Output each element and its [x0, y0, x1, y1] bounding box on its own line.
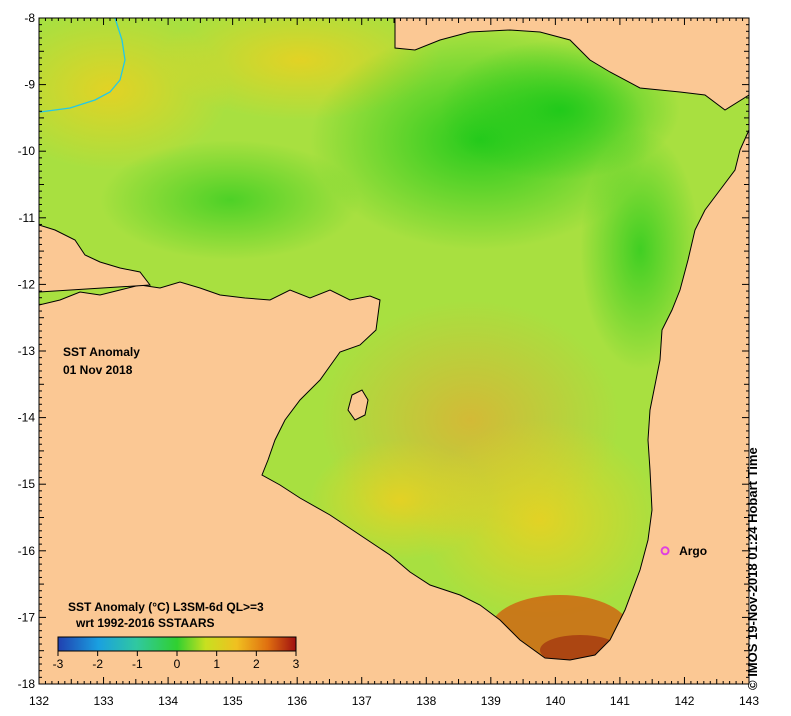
lon-tick-label: 134 — [158, 694, 178, 708]
lat-tick-labels: -8 -9 -10 -11 -12 -13 -14 -15 -16 -17 -18 — [18, 11, 36, 691]
lat-tick-label: -17 — [18, 610, 36, 624]
lon-tick-label: 142 — [674, 694, 694, 708]
argo-label: Argo — [679, 544, 707, 558]
lon-tick-label: 139 — [481, 694, 501, 708]
lat-tick-label: -8 — [24, 11, 35, 25]
lat-tick-label: -10 — [18, 144, 36, 158]
lon-tick-label: 133 — [94, 694, 114, 708]
colorbar-subtitle: wrt 1992-2016 SSTAARS — [75, 616, 215, 630]
colorbar-ramp — [57, 636, 297, 652]
lon-tick-label: 136 — [287, 694, 307, 708]
lat-tick-label: -18 — [18, 677, 36, 691]
land-new-guinea — [394, 18, 749, 111]
lon-tick-labels: 132 133 134 135 136 137 138 139 140 141 142 143 — [29, 694, 759, 708]
river — [39, 18, 126, 113]
colorbar: SST Anomaly (°C) L3SM-6d QL>=3 wrt 1992-… — [53, 600, 300, 671]
credit-text: © IMOS 19-Nov-2018 01:24 Hobart Time — [745, 447, 760, 690]
colorbar-ticks: -3 -2 -1 0 1 2 3 — [53, 651, 300, 671]
map-field — [39, 18, 749, 684]
axis-ticks — [38, 17, 750, 685]
colorbar-tick-label: 1 — [213, 657, 220, 671]
colorbar-tick-label: -3 — [53, 657, 64, 671]
colorbar-tick-label: 0 — [174, 657, 181, 671]
lat-tick-label: -9 — [24, 78, 35, 92]
lon-tick-label: 135 — [223, 694, 243, 708]
lat-tick-label: -11 — [19, 211, 36, 225]
map-title: SST Anomaly — [63, 345, 140, 359]
lat-tick-label: -13 — [18, 344, 36, 358]
map-date: 01 Nov 2018 — [63, 363, 133, 377]
argo-marker[interactable] — [660, 546, 670, 556]
colorbar-tick-label: 3 — [293, 657, 300, 671]
lon-tick-label: 132 — [29, 694, 49, 708]
lon-tick-label: 143 — [739, 694, 759, 708]
lat-tick-label: -12 — [18, 277, 36, 291]
lon-tick-label: 137 — [352, 694, 372, 708]
land-groote-eylandt — [347, 389, 369, 421]
colorbar-tick-label: -1 — [132, 657, 143, 671]
land-australia — [39, 129, 749, 684]
land — [39, 18, 749, 684]
lat-tick-label: -14 — [18, 411, 36, 425]
lat-tick-label: -16 — [18, 544, 36, 558]
lon-tick-label: 141 — [610, 694, 630, 708]
lon-tick-label: 140 — [545, 694, 565, 708]
lon-tick-label: 138 — [416, 694, 436, 708]
land-islands-west — [39, 224, 151, 293]
colorbar-tick-label: 2 — [253, 657, 260, 671]
lat-tick-label: -15 — [18, 477, 36, 491]
colorbar-title: SST Anomaly (°C) L3SM-6d QL>=3 — [68, 600, 264, 614]
colorbar-tick-label: -2 — [92, 657, 103, 671]
